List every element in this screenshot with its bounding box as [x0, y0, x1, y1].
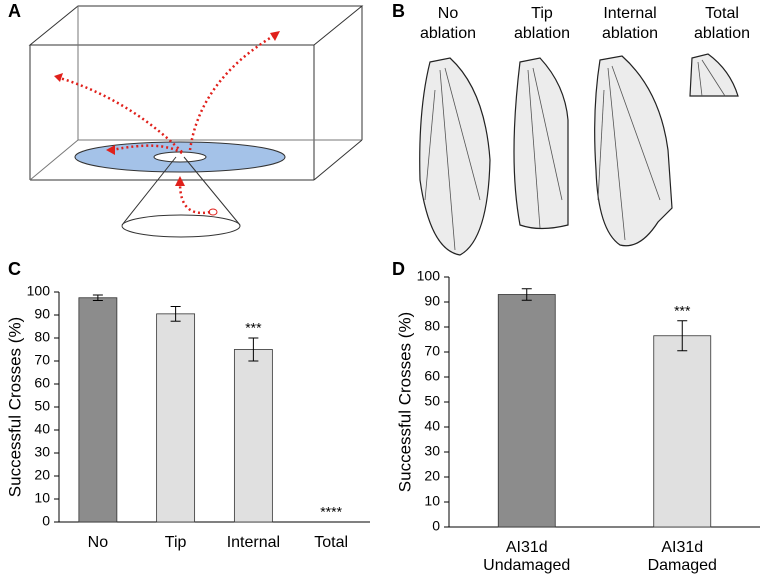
error-bar — [92, 294, 103, 302]
y-tick-label: 70 — [34, 352, 50, 368]
y-tick-label: 50 — [34, 398, 50, 414]
significance: **** — [320, 504, 342, 520]
wing-label: Internal — [603, 5, 656, 22]
panel-label: A — [8, 1, 21, 21]
y-tick-label: 20 — [424, 468, 440, 484]
x-tick-label: AI31d — [661, 539, 703, 556]
wing-images — [419, 53, 739, 256]
error-bar — [248, 337, 259, 362]
significance: *** — [245, 320, 262, 336]
bar — [653, 335, 712, 528]
y-tick-label: 100 — [27, 283, 51, 299]
wing-label: ablation — [602, 25, 658, 42]
y-tick-label: 90 — [34, 306, 50, 322]
bar — [78, 297, 118, 523]
wing-label: No — [438, 5, 459, 22]
y-tick-label: 30 — [34, 444, 50, 460]
y-tick-label: 70 — [424, 343, 440, 359]
y-tick-label: 40 — [34, 421, 50, 437]
y-tick-label: 40 — [424, 418, 440, 434]
y-tick-label: 90 — [424, 293, 440, 309]
x-tick-label: Damaged — [648, 557, 717, 574]
y-tick-label: 0 — [42, 513, 50, 529]
y-tick-label: 50 — [424, 393, 440, 409]
y-axis-label: Successful Crosses (%) — [5, 317, 24, 497]
x-tick-label: Total — [314, 534, 348, 551]
bar — [497, 294, 556, 528]
panel-label: D — [392, 259, 405, 279]
error-bar — [521, 288, 532, 301]
x-tick-label: No — [88, 534, 109, 551]
wing-label: Total — [705, 5, 739, 22]
x-tick-label: Undamaged — [483, 557, 570, 574]
y-tick-label: 20 — [34, 467, 50, 483]
error-bar — [170, 305, 181, 322]
bar — [233, 349, 273, 523]
wing-label: Tip — [531, 5, 553, 22]
y-tick-label: 10 — [424, 493, 440, 509]
y-tick-label: 10 — [34, 490, 50, 506]
wing-label: ablation — [420, 25, 476, 42]
y-tick-label: 80 — [34, 329, 50, 345]
x-tick-label: Tip — [165, 534, 187, 551]
significance: *** — [674, 302, 691, 318]
bar — [156, 313, 196, 523]
y-tick-label: 100 — [417, 268, 441, 284]
y-tick-label: 80 — [424, 318, 440, 334]
wing-label: ablation — [694, 25, 750, 42]
y-axis-label: Successful Crosses (%) — [395, 312, 414, 492]
x-tick-label: Internal — [227, 534, 280, 551]
y-tick-label: 0 — [432, 518, 440, 534]
y-tick-label: 60 — [34, 375, 50, 391]
y-tick-label: 60 — [424, 368, 440, 384]
y-tick-label: 30 — [424, 443, 440, 459]
x-tick-label: AI31d — [506, 539, 548, 556]
panel-label: B — [392, 1, 405, 21]
panel-label: C — [8, 259, 21, 279]
error-bar — [677, 320, 688, 352]
arena-diagram — [28, 5, 364, 238]
wing-label: ablation — [514, 25, 570, 42]
